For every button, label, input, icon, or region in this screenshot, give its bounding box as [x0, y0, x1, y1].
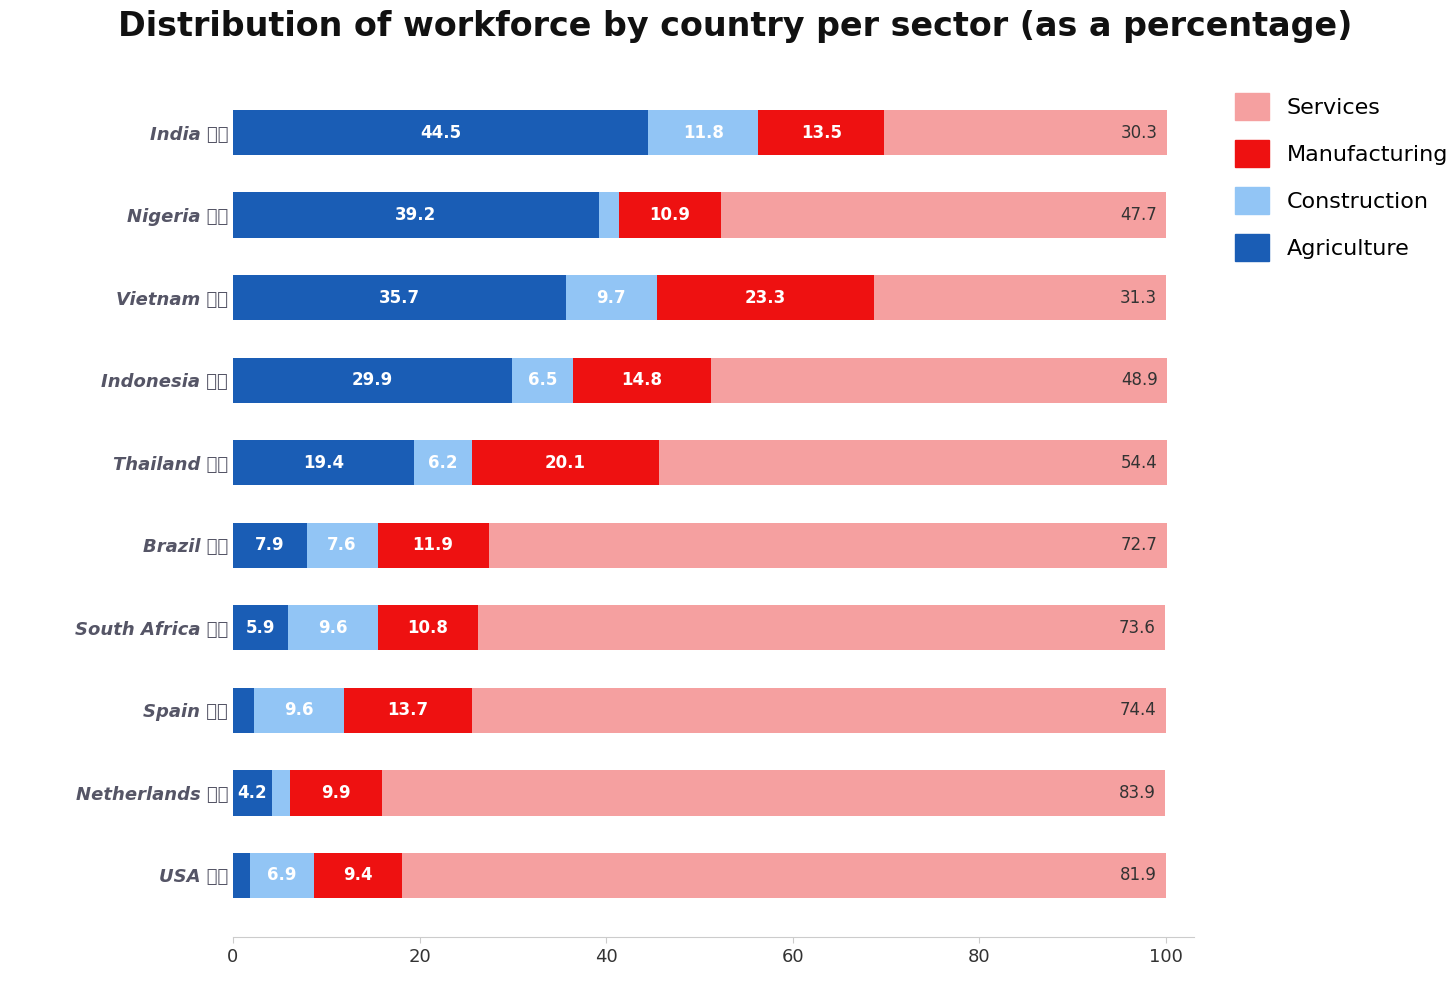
Bar — [314, 853, 402, 898]
Text: 9.9: 9.9 — [322, 784, 351, 801]
Text: 23.3: 23.3 — [744, 288, 786, 306]
Text: Distribution of workforce by country per sector (as a percentage): Distribution of workforce by country per… — [118, 10, 1353, 42]
Bar — [884, 110, 1166, 155]
Bar — [288, 605, 377, 650]
Text: 19.4: 19.4 — [303, 454, 344, 472]
Text: 72.7: 72.7 — [1121, 536, 1158, 554]
Text: 6.2: 6.2 — [428, 454, 457, 472]
Bar — [233, 358, 513, 403]
Text: 9.4: 9.4 — [344, 866, 373, 884]
Text: 11.8: 11.8 — [683, 124, 724, 142]
Text: 13.5: 13.5 — [801, 124, 842, 142]
Bar — [272, 770, 290, 815]
Bar — [402, 853, 1166, 898]
Text: 6.9: 6.9 — [268, 866, 297, 884]
Bar — [572, 358, 711, 403]
Bar — [233, 275, 566, 321]
Legend: Services, Manufacturing, Construction, Agriculture: Services, Manufacturing, Construction, A… — [1224, 82, 1456, 272]
Bar — [377, 605, 479, 650]
Bar — [489, 522, 1166, 568]
Text: 9.6: 9.6 — [284, 702, 314, 720]
Bar — [711, 358, 1166, 403]
Text: 11.9: 11.9 — [412, 536, 454, 554]
Text: 7.6: 7.6 — [328, 536, 357, 554]
Text: 30.3: 30.3 — [1121, 124, 1158, 142]
Bar — [233, 522, 307, 568]
Bar — [290, 770, 383, 815]
Bar — [383, 770, 1165, 815]
Bar — [759, 110, 884, 155]
Bar — [472, 440, 660, 486]
Text: 73.6: 73.6 — [1118, 619, 1156, 637]
Text: 74.4: 74.4 — [1120, 702, 1156, 720]
Bar — [721, 193, 1166, 238]
Bar — [307, 522, 377, 568]
Text: 9.6: 9.6 — [317, 619, 348, 637]
Text: 4.2: 4.2 — [237, 784, 268, 801]
Bar — [233, 193, 598, 238]
Text: 44.5: 44.5 — [419, 124, 462, 142]
Bar — [377, 522, 489, 568]
Bar — [233, 687, 255, 733]
Bar — [660, 440, 1166, 486]
Bar — [598, 193, 619, 238]
Text: 9.7: 9.7 — [597, 288, 626, 306]
Bar — [250, 853, 314, 898]
Text: 20.1: 20.1 — [545, 454, 587, 472]
Bar — [233, 605, 288, 650]
Text: 54.4: 54.4 — [1121, 454, 1158, 472]
Bar — [874, 275, 1166, 321]
Bar — [233, 440, 414, 486]
Text: 14.8: 14.8 — [622, 371, 662, 389]
Text: 13.7: 13.7 — [387, 702, 428, 720]
Bar — [648, 110, 759, 155]
Text: 31.3: 31.3 — [1120, 288, 1156, 306]
Text: 6.5: 6.5 — [527, 371, 558, 389]
Bar — [472, 687, 1166, 733]
Text: 5.9: 5.9 — [246, 619, 275, 637]
Text: 7.9: 7.9 — [255, 536, 284, 554]
Bar — [566, 275, 657, 321]
Text: 10.9: 10.9 — [649, 207, 690, 224]
Bar — [414, 440, 472, 486]
Bar — [619, 193, 721, 238]
Bar — [344, 687, 472, 733]
Bar — [513, 358, 572, 403]
Text: 83.9: 83.9 — [1118, 784, 1156, 801]
Text: 47.7: 47.7 — [1120, 207, 1156, 224]
Text: 10.8: 10.8 — [408, 619, 448, 637]
Bar — [657, 275, 874, 321]
Text: 48.9: 48.9 — [1121, 371, 1158, 389]
Text: 81.9: 81.9 — [1120, 866, 1156, 884]
Bar — [233, 770, 272, 815]
Text: 35.7: 35.7 — [379, 288, 421, 306]
Bar — [233, 853, 250, 898]
Text: 39.2: 39.2 — [395, 207, 437, 224]
Bar — [233, 110, 648, 155]
Bar — [479, 605, 1165, 650]
Text: 29.9: 29.9 — [352, 371, 393, 389]
Bar — [255, 687, 344, 733]
